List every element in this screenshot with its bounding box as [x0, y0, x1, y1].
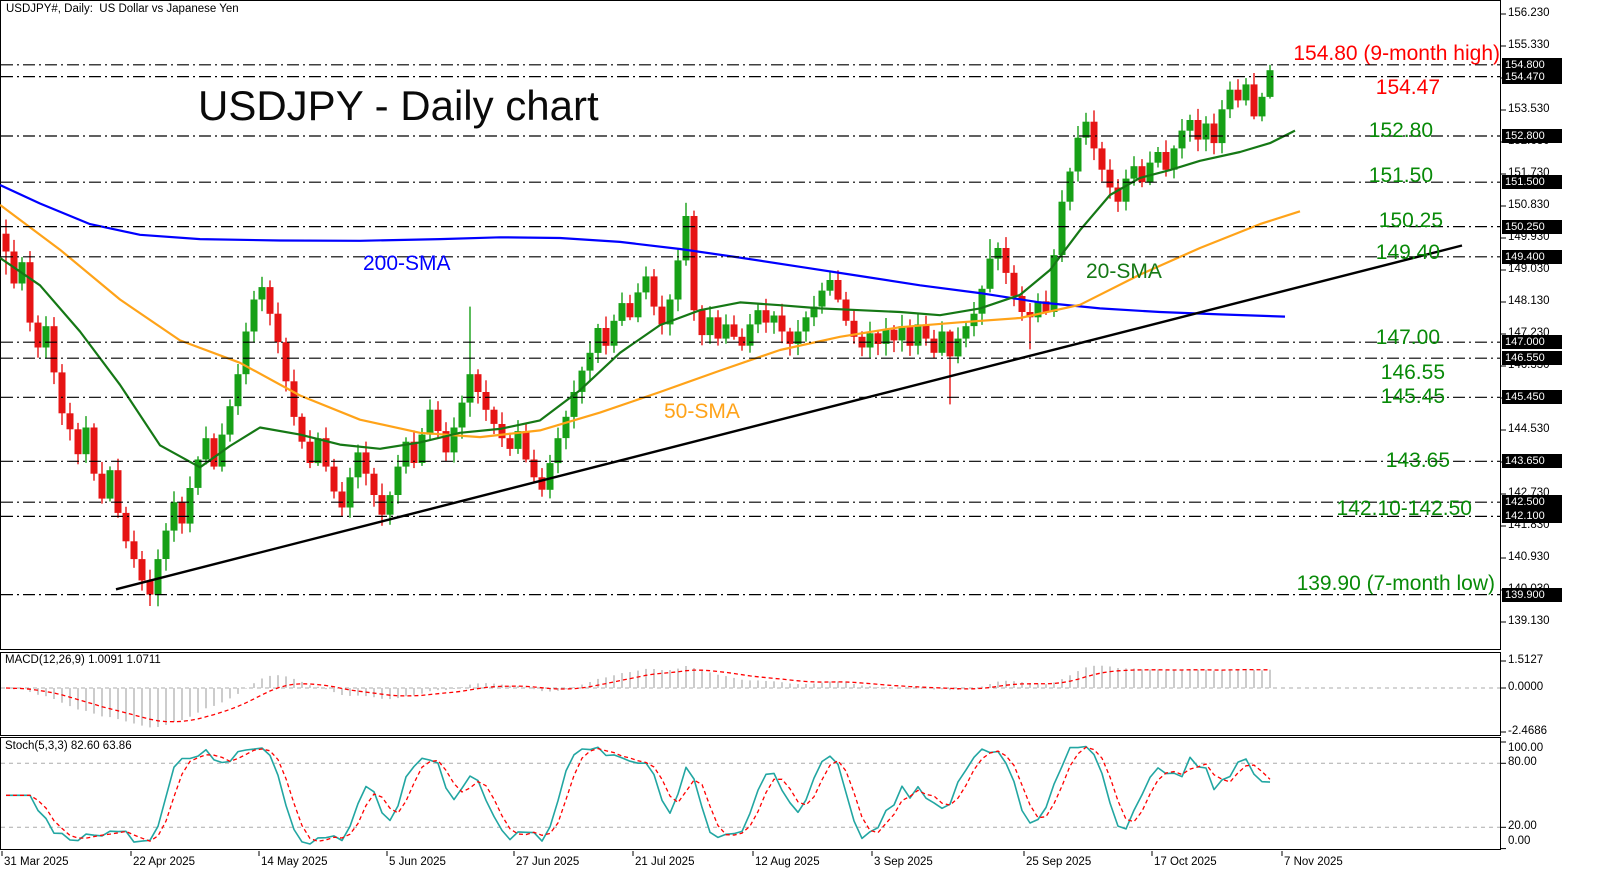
chart-title: USDJPY - Daily chart — [198, 82, 599, 129]
sma200-label: 200-SMA — [363, 252, 451, 275]
window-title: USDJPY#, Daily: US Dollar vs Japanese Ye… — [6, 3, 239, 15]
sma50-label: 50-SMA — [664, 400, 740, 423]
macd-indicator-header: MACD(12,26,9) 1.0091 1.0711 — [5, 654, 161, 666]
sma20-label: 20-SMA — [1086, 260, 1162, 283]
stoch-indicator-header: Stoch(5,3,3) 82.60 63.86 — [5, 740, 132, 752]
